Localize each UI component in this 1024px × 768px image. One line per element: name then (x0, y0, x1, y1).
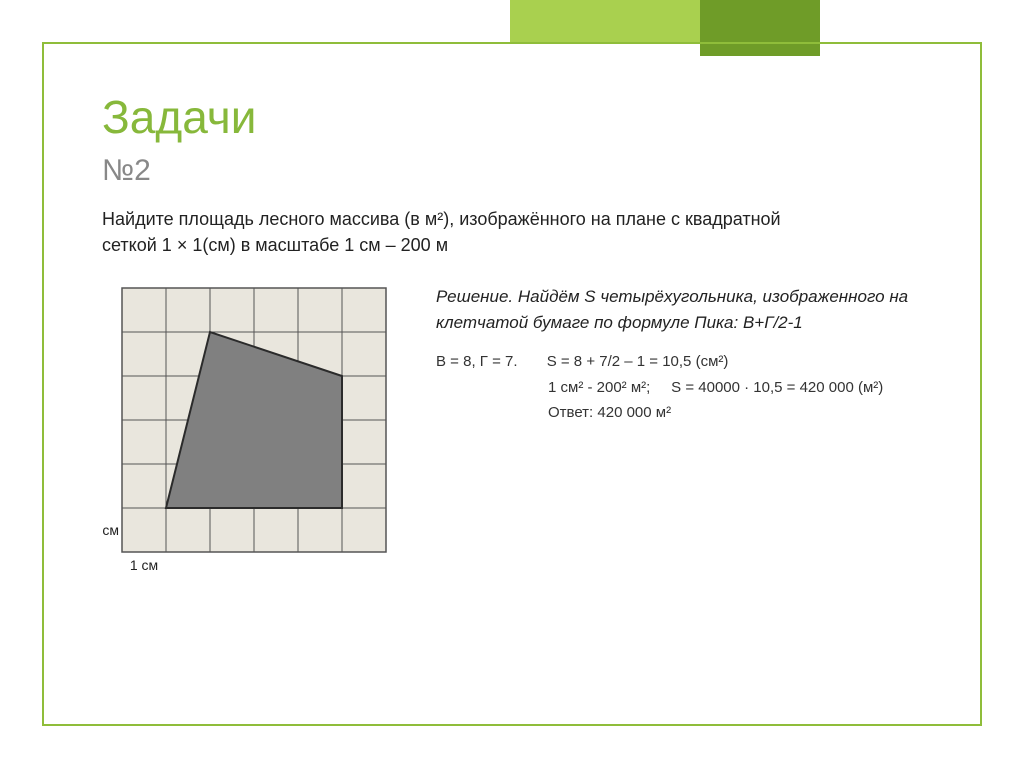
calc-block: В = 8, Г = 7. S = 8 + 7/2 – 1 = 10,5 (см… (436, 349, 922, 426)
svg-text:1 см: 1 см (130, 557, 158, 573)
figure-grid-polygon: 1 см 1 см (102, 284, 412, 594)
solution-heading: Решение. Найдём S четырёхугольника, изоб… (436, 284, 922, 335)
calc-area-cm: S = 8 + 7/2 – 1 = 10,5 (см²) (547, 353, 729, 370)
problem-number: №2 (102, 154, 922, 188)
grid-svg: 1 см 1 см (102, 284, 412, 594)
slide-content: Задачи №2 Найдите площадь лесного массив… (42, 42, 982, 726)
problem-line-1: Найдите площадь лесного массива (в м²), … (102, 209, 781, 229)
content-row: 1 см 1 см Решение. Найдём S четырёхугольн… (102, 284, 922, 594)
calc-area-m: S = 40000 · 10,5 = 420 000 (м²) (671, 379, 883, 396)
page-title: Задачи (102, 90, 922, 144)
answer: Ответ: 420 000 м² (548, 404, 671, 421)
calc-conversion: 1 см² - 200² м²; (548, 379, 650, 396)
problem-text: Найдите площадь лесного массива (в м²), … (102, 206, 922, 258)
header-accent-light (510, 0, 710, 42)
solution-block: Решение. Найдём S четырёхугольника, изоб… (436, 284, 922, 426)
svg-text:1 см: 1 см (102, 522, 119, 538)
problem-line-2: сеткой 1 × 1(см) в масштабе 1 см – 200 м (102, 235, 448, 255)
calc-values: В = 8, Г = 7. (436, 353, 518, 370)
